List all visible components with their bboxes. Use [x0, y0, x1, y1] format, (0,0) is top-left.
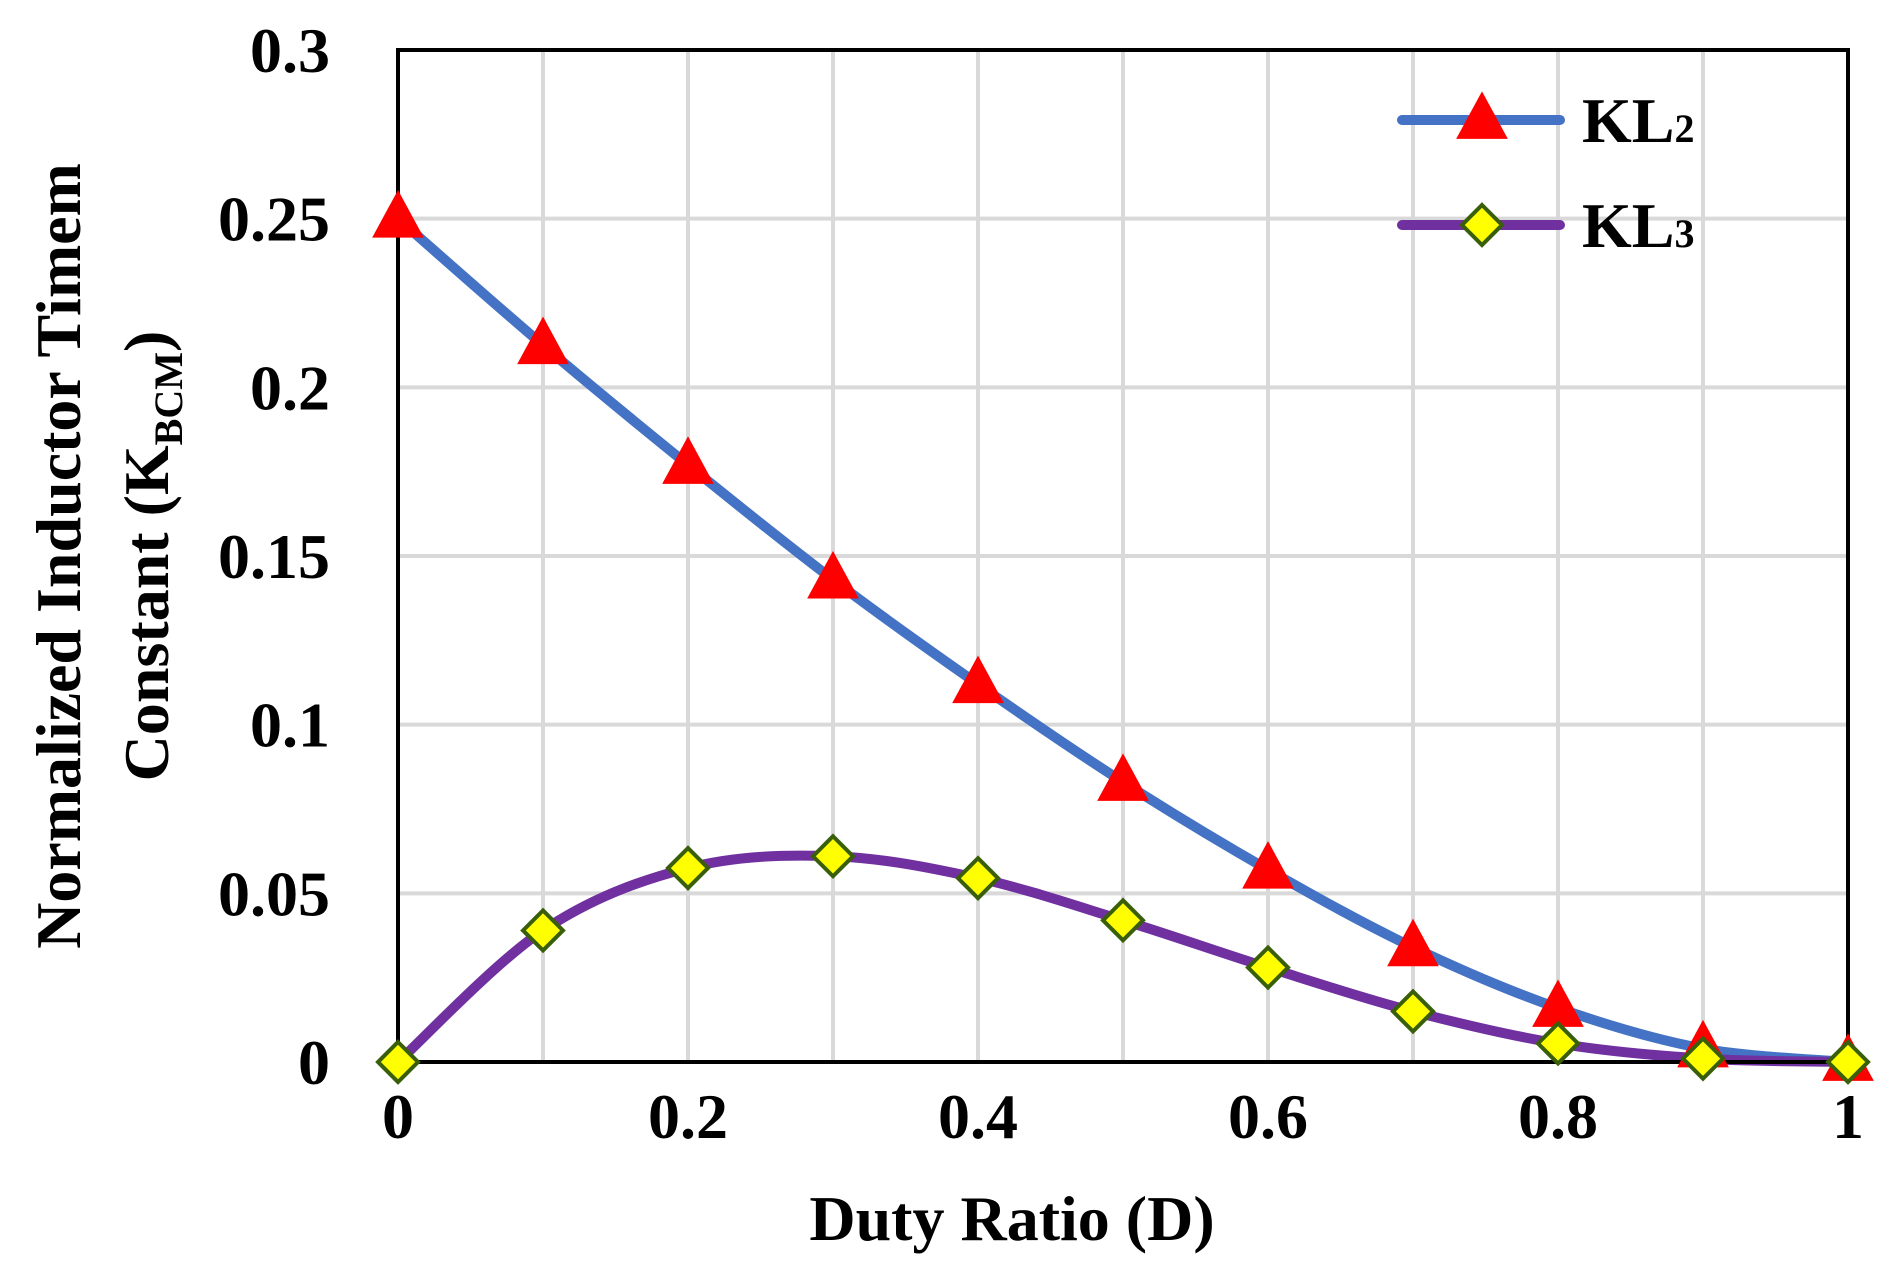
point-KL3-9 — [1680, 1035, 1726, 1082]
y-tick-label-3: 0.15 — [218, 521, 330, 592]
legend-swatch-marker — [1459, 202, 1505, 248]
y-tick-label-0: 0 — [298, 1027, 330, 1098]
point-KL2-1 — [517, 316, 569, 365]
y-axis-title-subscript: BCM — [146, 352, 191, 445]
point-KL3-7 — [1390, 988, 1436, 1035]
point-KL3-6 — [1245, 944, 1291, 991]
point-KL2-7 — [1387, 918, 1439, 967]
x-axis-title: Duty Ratio (D) — [809, 1183, 1214, 1254]
point-KL2-0 — [372, 190, 424, 238]
point-KL2-5 — [1097, 753, 1149, 801]
tick-labels: 0 0.2 0.4 0.6 0.8 1 0 0.05 0.1 0.15 0.2 0.25 0.3 — [218, 15, 1864, 1152]
y-tick-label-1: 0.05 — [218, 858, 330, 929]
y-tick-label-5: 0.25 — [218, 184, 330, 255]
legend-entry-KL3: KL3 — [1397, 190, 1694, 261]
point-KL2-6 — [1242, 841, 1294, 889]
y-axis-title: Normalized Inductor Timem Constant (KBCM… — [23, 163, 191, 949]
point-KL3-4 — [955, 855, 1001, 901]
grid — [398, 48, 1848, 1064]
point-KL3-8 — [1535, 1020, 1581, 1067]
y-axis-title-line2: Constant (KBCM) — [111, 331, 191, 782]
point-KL3-0 — [375, 1039, 421, 1085]
y-tick-label-4: 0.2 — [250, 352, 330, 423]
legend-swatch-marker — [1456, 91, 1508, 139]
point-KL2-4 — [952, 655, 1004, 704]
point-KL2-2 — [662, 436, 714, 484]
x-tick-label-3: 0.6 — [1228, 1081, 1308, 1152]
legend-label: KL2 — [1582, 85, 1694, 156]
legend-label-main: KL — [1582, 85, 1674, 156]
x-tick-label-0: 0 — [382, 1081, 414, 1152]
point-KL3-5 — [1100, 897, 1146, 944]
plot-frame — [396, 48, 1850, 1064]
y-axis-title-line2-suffix: ) — [111, 331, 182, 352]
point-KL2-3 — [807, 550, 859, 599]
x-tick-label-4: 0.8 — [1518, 1081, 1598, 1152]
y-tick-label-2: 0.1 — [250, 690, 330, 761]
legend-label-subscript: 3 — [1674, 211, 1694, 256]
legend-label-main: KL — [1582, 190, 1674, 261]
point-KL3-1 — [520, 907, 566, 954]
legend-label: KL3 — [1582, 190, 1694, 261]
point-KL3-2 — [665, 845, 711, 891]
legend-entry-KL2: KL2 — [1397, 85, 1694, 156]
y-tick-label-6: 0.3 — [250, 15, 330, 86]
x-tick-label-5: 1 — [1832, 1081, 1864, 1152]
x-tick-label-1: 0.2 — [648, 1081, 728, 1152]
y-axis-title-line1: Normalized Inductor Timem — [23, 163, 94, 949]
legend-label-subscript: 2 — [1674, 106, 1694, 151]
series-markers — [372, 190, 1874, 1085]
point-KL3-10 — [1825, 1039, 1871, 1085]
y-axis-title-line2-prefix: Constant (K — [111, 445, 182, 781]
x-tick-label-2: 0.4 — [938, 1081, 1018, 1152]
point-KL3-3 — [810, 833, 856, 880]
